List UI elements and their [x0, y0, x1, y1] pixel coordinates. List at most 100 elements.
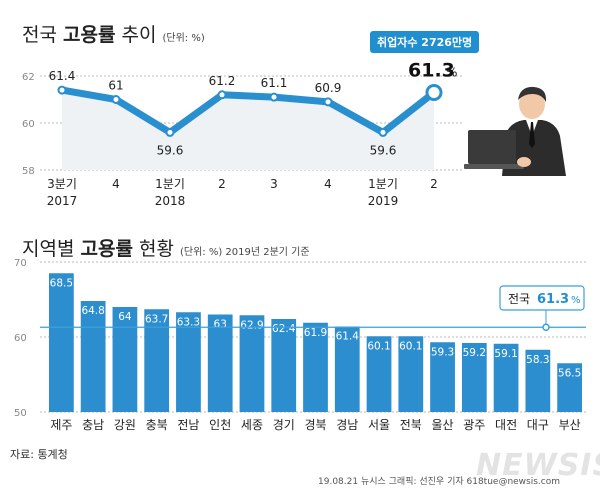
bar-value-label: 63: [214, 319, 227, 331]
employed-count-callout: 취업자수 2726만명: [370, 31, 480, 53]
bar-value-label: 60.1: [367, 340, 390, 352]
person-head: [519, 89, 545, 119]
bar: [207, 314, 233, 412]
line-point: [323, 97, 333, 107]
bar-value-label: 61.4: [336, 331, 360, 343]
x-tick-label: 경북: [304, 418, 326, 432]
bar: [144, 309, 170, 412]
x-tick-label: 제주: [50, 418, 72, 432]
x-tick-quarter: 1분기: [368, 177, 398, 191]
x-tick-year: 2018: [155, 194, 186, 208]
bar-value-label: 68.5: [50, 277, 73, 289]
person-laptop-illustration: [464, 86, 566, 176]
y-tick-label: 70: [14, 258, 27, 269]
person-hand: [517, 157, 531, 167]
line-point: [378, 127, 388, 137]
x-tick-quarter: 3: [270, 177, 278, 191]
x-tick-quarter: 4: [324, 177, 332, 191]
graphic-credit: 19.08.21 뉴시스 그래픽: 선진우 기자 618tue@newsis.c…: [318, 477, 561, 487]
bar-value-label: 64.8: [81, 305, 104, 317]
bar-value-label: 64: [118, 311, 132, 323]
x-tick-label: 광주: [463, 418, 485, 432]
line-point: [269, 92, 279, 102]
x-tick-quarter: 1분기: [155, 177, 185, 191]
line-value-label: 60.9: [315, 81, 342, 95]
x-tick-year: 2017: [47, 194, 78, 208]
line-chart: 58 60 62 61.4 61 59.6 61.2 61.1 60.9 59.6 61.3% 3분기…: [22, 59, 462, 208]
line-value-label: 61: [108, 79, 123, 93]
y-tick-label: 58: [22, 166, 35, 177]
person-tie: [529, 122, 535, 148]
bar-value-label: 62.9: [240, 319, 263, 331]
line-value-suffix: %: [446, 65, 457, 79]
line-point: [425, 83, 443, 101]
x-tick-label: 울산: [432, 418, 454, 432]
bar: [430, 342, 455, 412]
x-tick-label: 인천: [209, 417, 231, 432]
laptop-icon: [468, 130, 516, 164]
line-value-label: 59.6: [157, 143, 184, 157]
line-chart-unit: (단위: %): [162, 33, 205, 44]
bar: [80, 301, 106, 412]
national-reference-box: [499, 285, 585, 311]
x-tick-year: 2019: [368, 194, 399, 208]
x-tick-label: 전북: [400, 418, 422, 432]
newsis-watermark: NEWSIS: [476, 448, 600, 483]
bar-value-label: 60.1: [399, 340, 422, 352]
bar-value-label: 59.2: [463, 347, 486, 359]
bar: [49, 273, 74, 412]
bar: [271, 319, 297, 412]
bar: [239, 315, 265, 412]
y-tick-label: 60: [22, 119, 35, 130]
x-tick-label: 충남: [82, 418, 104, 432]
bar-value-label: 59.1: [494, 348, 517, 360]
national-reference-suffix: %: [571, 295, 581, 306]
x-tick-label: 대구: [527, 418, 549, 432]
x-tick-quarter: 2: [218, 177, 226, 191]
x-tick-quarter: 2: [430, 177, 438, 191]
bar-value-label: 61.9: [304, 327, 327, 339]
line-point: [111, 95, 121, 104]
bar: [112, 307, 138, 412]
line-value-label: 61.1: [261, 76, 288, 90]
line-point: [165, 127, 175, 137]
bar-value-label: 63.3: [177, 316, 200, 328]
line-chart-title: 전국 고용률 추이 (단위: %): [22, 24, 205, 46]
bar-value-label: 62.4: [272, 323, 296, 335]
bar-value-label: 56.5: [558, 367, 581, 379]
bar: [303, 322, 328, 412]
x-tick-label: 강원: [114, 418, 136, 432]
bar: [176, 312, 201, 412]
bar-value-label: 59.3: [431, 346, 454, 358]
line-value-label: 61.3: [408, 59, 455, 81]
line-point: [57, 85, 67, 95]
x-tick-label: 충북: [146, 418, 168, 432]
bar-chart-title: 지역별 고용률 현황 (단위: %) 2019년 2분기 기준: [22, 238, 310, 260]
y-tick-label: 50: [14, 408, 27, 419]
person-hair: [518, 86, 547, 102]
national-reference-value: 61.3: [537, 292, 569, 307]
bar: [557, 363, 582, 412]
bar: [398, 336, 424, 412]
bar: [334, 326, 360, 412]
y-tick-label: 62: [22, 72, 35, 83]
bar: [366, 336, 392, 412]
x-tick-label: 경남: [336, 418, 358, 432]
line-value-label: 61.4: [49, 69, 76, 83]
y-tick-label: 60: [14, 333, 27, 344]
x-tick-label: 부산: [559, 418, 581, 432]
line-point: [217, 90, 227, 100]
x-tick-label: 세종: [241, 418, 263, 432]
source-note: 자료: 통계청: [10, 448, 68, 461]
bar-chart-unit: (단위: %) 2019년 2분기 기준: [179, 247, 310, 258]
x-tick-quarter: 4: [112, 177, 120, 191]
bar: [493, 343, 519, 412]
national-reference-point: [542, 323, 550, 331]
bar: [525, 349, 551, 412]
bar-value-label: 58.3: [526, 354, 549, 366]
x-tick-label: 대전: [495, 418, 517, 432]
bar: [461, 343, 487, 412]
x-tick-label: 전남: [177, 418, 199, 432]
line-value-label: 59.6: [370, 143, 397, 157]
bar-value-label: 63.7: [145, 313, 168, 325]
